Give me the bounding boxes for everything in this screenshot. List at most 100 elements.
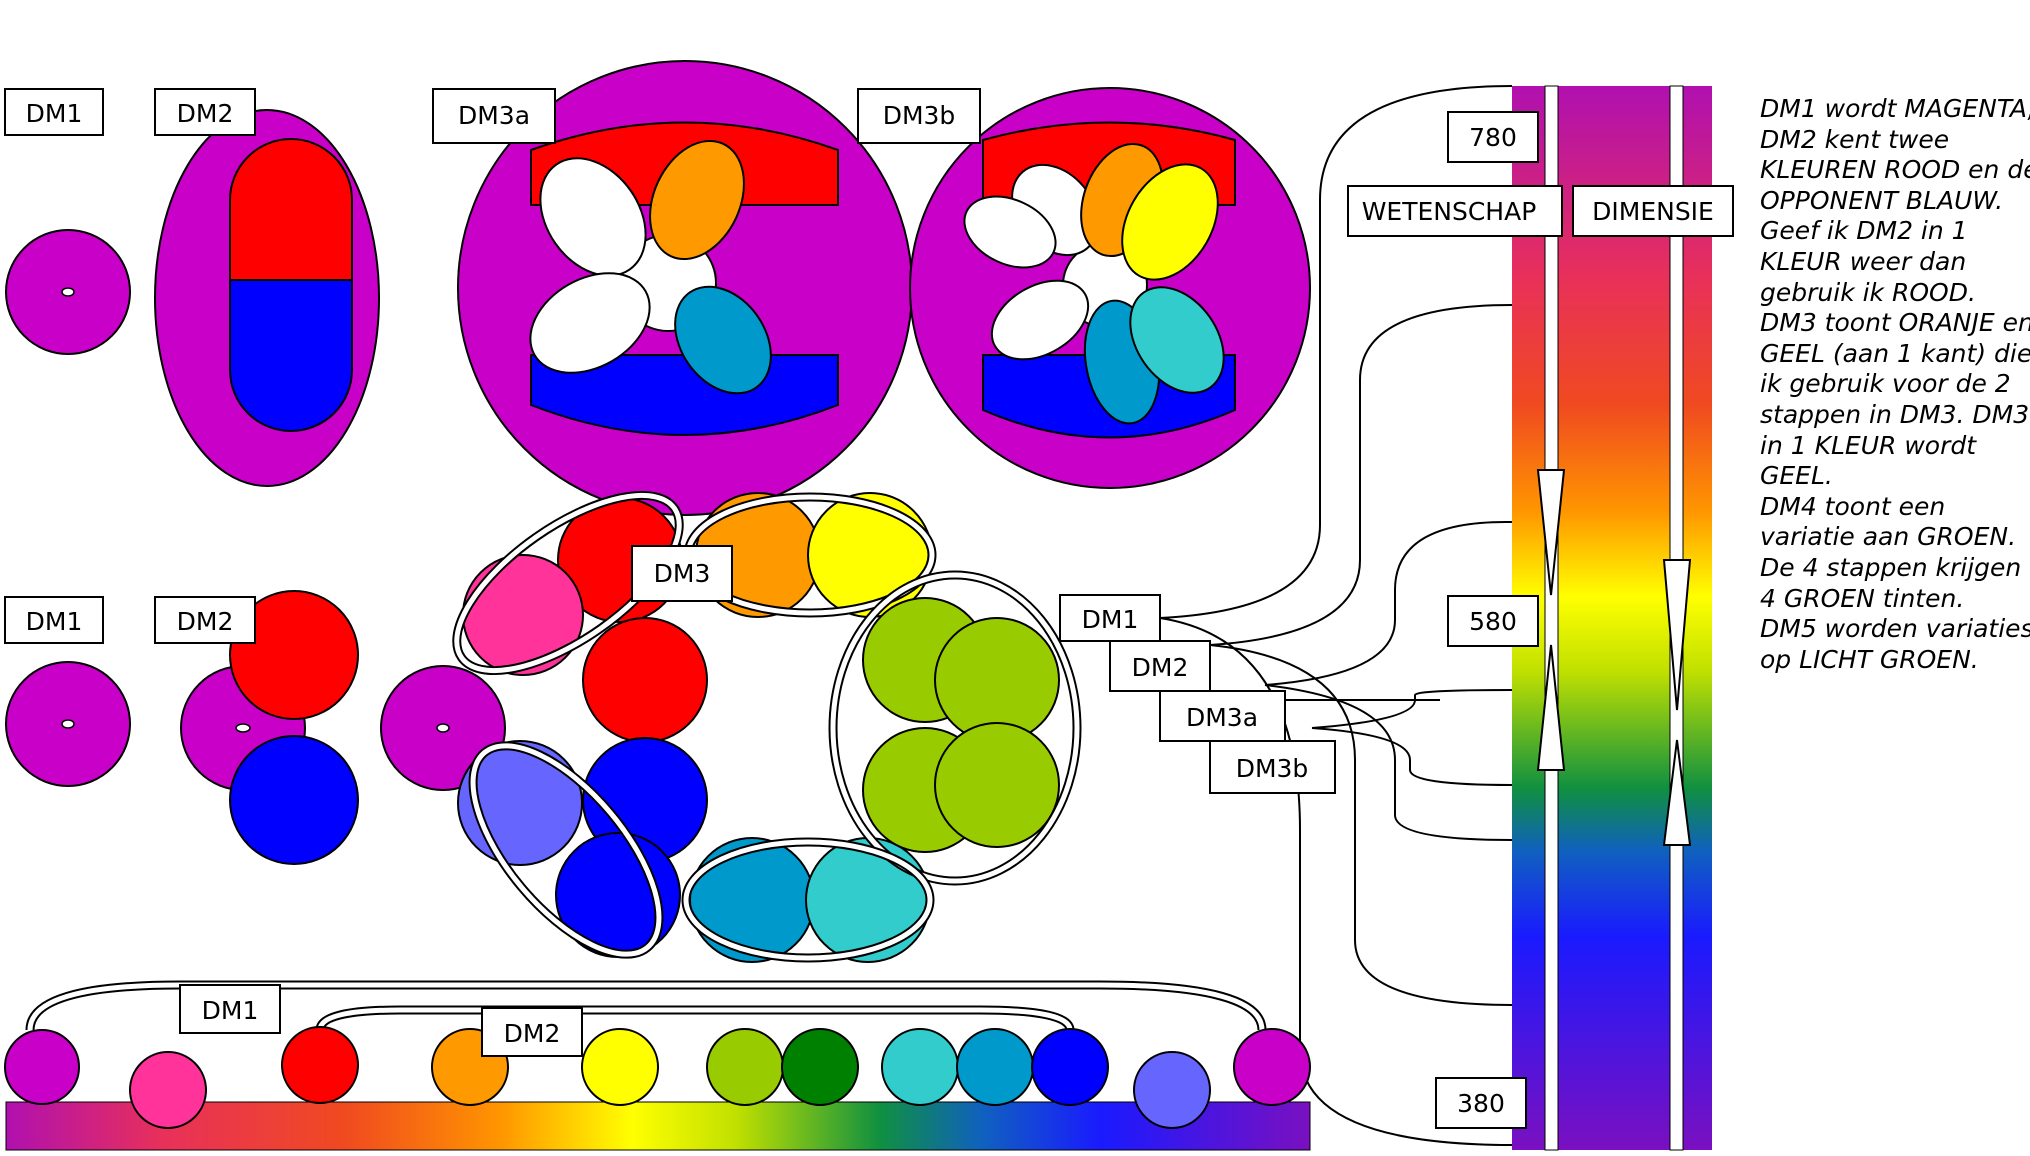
strip-blue-disc xyxy=(1031,1028,1109,1106)
strip-lavender-disc xyxy=(1133,1051,1211,1129)
label-top-dm3a: DM3a xyxy=(458,101,530,130)
group-outline-lavender-blue xyxy=(468,741,664,959)
dm3b-white-petal xyxy=(963,195,1057,269)
strip-yellow-disc xyxy=(581,1028,659,1106)
arrow-up-icon xyxy=(1536,644,1566,771)
strip-teal-disc xyxy=(881,1028,959,1106)
strip-pink-disc xyxy=(129,1051,207,1129)
mid-dm2-center-dot xyxy=(235,723,251,733)
dm3b-yellow-petal xyxy=(1121,163,1219,281)
bracket-dm2 xyxy=(315,1005,1075,1031)
label-box-link-dm3b: DM3b xyxy=(1209,740,1336,794)
ring-red-disc xyxy=(582,617,708,743)
label-top-dm1: DM1 xyxy=(26,99,83,128)
group-outline-cyan-teal xyxy=(681,837,935,963)
connector-dm3a-lower xyxy=(1264,684,1513,841)
ring-pink-disc xyxy=(462,554,584,676)
header-dimensie: DIMENSIE xyxy=(1592,197,1714,226)
dm3a-white-petal xyxy=(539,157,647,277)
spectrum-white-lane xyxy=(1544,85,1559,1151)
strip-cyan-disc xyxy=(956,1028,1034,1106)
ring-cyan-disc xyxy=(689,837,815,963)
label-top-dm2: DM2 xyxy=(177,99,234,128)
connector-dm3a xyxy=(1264,520,1513,686)
strip-magenta-disc xyxy=(1233,1028,1311,1106)
dm3b-teal-petal xyxy=(1129,286,1225,394)
description-line: DM3 toont ORANJE en xyxy=(1760,308,2030,338)
dm3a-orange-petal xyxy=(649,139,745,261)
label-mid-dm2: DM2 xyxy=(177,607,234,636)
tick-label-780: 780 xyxy=(1469,123,1517,152)
dm3a-white-petal xyxy=(529,272,651,374)
strip-magenta-disc xyxy=(4,1029,80,1105)
header-box-dimensie: DIMENSIE xyxy=(1572,185,1734,237)
strip-green-disc xyxy=(781,1028,859,1106)
label-link-dm2: DM2 xyxy=(1132,653,1189,682)
mid-dm1-center-dot xyxy=(61,719,75,729)
label-mid-dm3: DM3 xyxy=(654,559,711,588)
description-text: DM1 wordt MAGENTA, DM2 kent twee KLEUREN… xyxy=(1760,94,2030,675)
description-line: Geef ik DM2 in 1 xyxy=(1760,216,1968,246)
arrow-down-icon xyxy=(1662,559,1692,711)
bracket-dm2 xyxy=(317,1007,1073,1031)
group-outline-greens xyxy=(828,570,1082,886)
description-line: ik gebruik voor de 2 xyxy=(1760,369,2011,399)
description-line: DM1 wordt MAGENTA, xyxy=(1760,94,2030,123)
spectrum-column: 780 580 380 WETENSCHAP DIMENSIE xyxy=(1347,85,1734,1151)
horizontal-spectrum-bar xyxy=(5,1101,1311,1151)
label-box-mid-dm3: DM3 xyxy=(631,545,733,602)
ring-teal-disc xyxy=(805,837,931,963)
strip-lime-disc xyxy=(706,1028,784,1106)
mid-dm2-red-disc xyxy=(229,590,359,720)
description-line: DM5 worden variaties xyxy=(1760,614,2030,644)
connector-dm1 xyxy=(1159,85,1513,619)
label-top-dm3b: DM3b xyxy=(883,101,956,130)
dm3a-cyan-petal xyxy=(674,285,772,395)
label-box-link-dm3a: DM3a xyxy=(1159,690,1286,742)
label-box-bottom-dm2: DM2 xyxy=(481,1007,583,1057)
bracket-dm1 xyxy=(27,982,1265,1031)
header-box-wetenschap: WETENSCHAP xyxy=(1347,185,1563,237)
arrow-down-icon xyxy=(1536,469,1566,596)
description-line: op LICHT GROEN. xyxy=(1760,644,1979,674)
bottom-strip: DM1 DM2 xyxy=(4,980,1311,1151)
description-line: DM2 kent twee xyxy=(1760,124,1950,154)
description-line: GEEL. xyxy=(1760,461,1833,491)
description-line: KLEUR weer dan xyxy=(1760,246,1967,276)
label-link-dm3a: DM3a xyxy=(1186,703,1258,732)
dm2-capsule-outline xyxy=(229,138,353,432)
label-link-dm1: DM1 xyxy=(1082,605,1139,634)
connector-dm2 xyxy=(1209,304,1513,646)
description-line: gebruik ik ROOD. xyxy=(1760,277,1976,307)
dm2-red-half xyxy=(230,139,352,280)
arrow-up-icon xyxy=(1662,739,1692,846)
label-mid-dm1: DM1 xyxy=(26,607,83,636)
description-line: DM4 toont een xyxy=(1760,491,1946,521)
connector-lines xyxy=(1159,85,1513,1146)
dm3b-white-petal xyxy=(990,279,1090,361)
label-box-link-dm1: DM1 xyxy=(1059,594,1161,642)
label-link-dm3b: DM3b xyxy=(1236,754,1309,783)
strip-red-disc xyxy=(281,1026,359,1104)
description-line: OPPONENT BLAUW. xyxy=(1760,185,2004,215)
tick-label-380: 380 xyxy=(1457,1089,1505,1118)
connector-dm2-lower xyxy=(1209,644,1513,1006)
header-wetenschap: WETENSCHAP xyxy=(1362,197,1537,226)
label-box-bottom-dm1: DM1 xyxy=(179,984,281,1034)
tick-box-580: 580 xyxy=(1447,595,1539,647)
description-line: in 1 KLEUR wordt xyxy=(1760,430,1977,460)
label-box-top-dm3b: DM3b xyxy=(857,88,981,144)
tick-box-380: 380 xyxy=(1435,1077,1527,1129)
description-line: GEEL (aan 1 kant) die xyxy=(1760,338,2030,368)
mid-dm2-blue-disc xyxy=(229,735,359,865)
label-box-top-dm2: DM2 xyxy=(154,88,256,136)
middle-row: DM1 DM2 DM3 xyxy=(4,490,1082,963)
dm2-blue-half xyxy=(230,280,352,431)
description-line: variatie aan GROEN. xyxy=(1760,522,2017,552)
description-line: KLEUREN ROOD en de xyxy=(1760,155,2030,185)
label-box-mid-dm1: DM1 xyxy=(4,596,104,644)
ring-center-dot xyxy=(436,723,450,733)
label-box-top-dm3a: DM3a xyxy=(432,88,556,144)
label-box-link-dm2: DM2 xyxy=(1109,640,1211,692)
